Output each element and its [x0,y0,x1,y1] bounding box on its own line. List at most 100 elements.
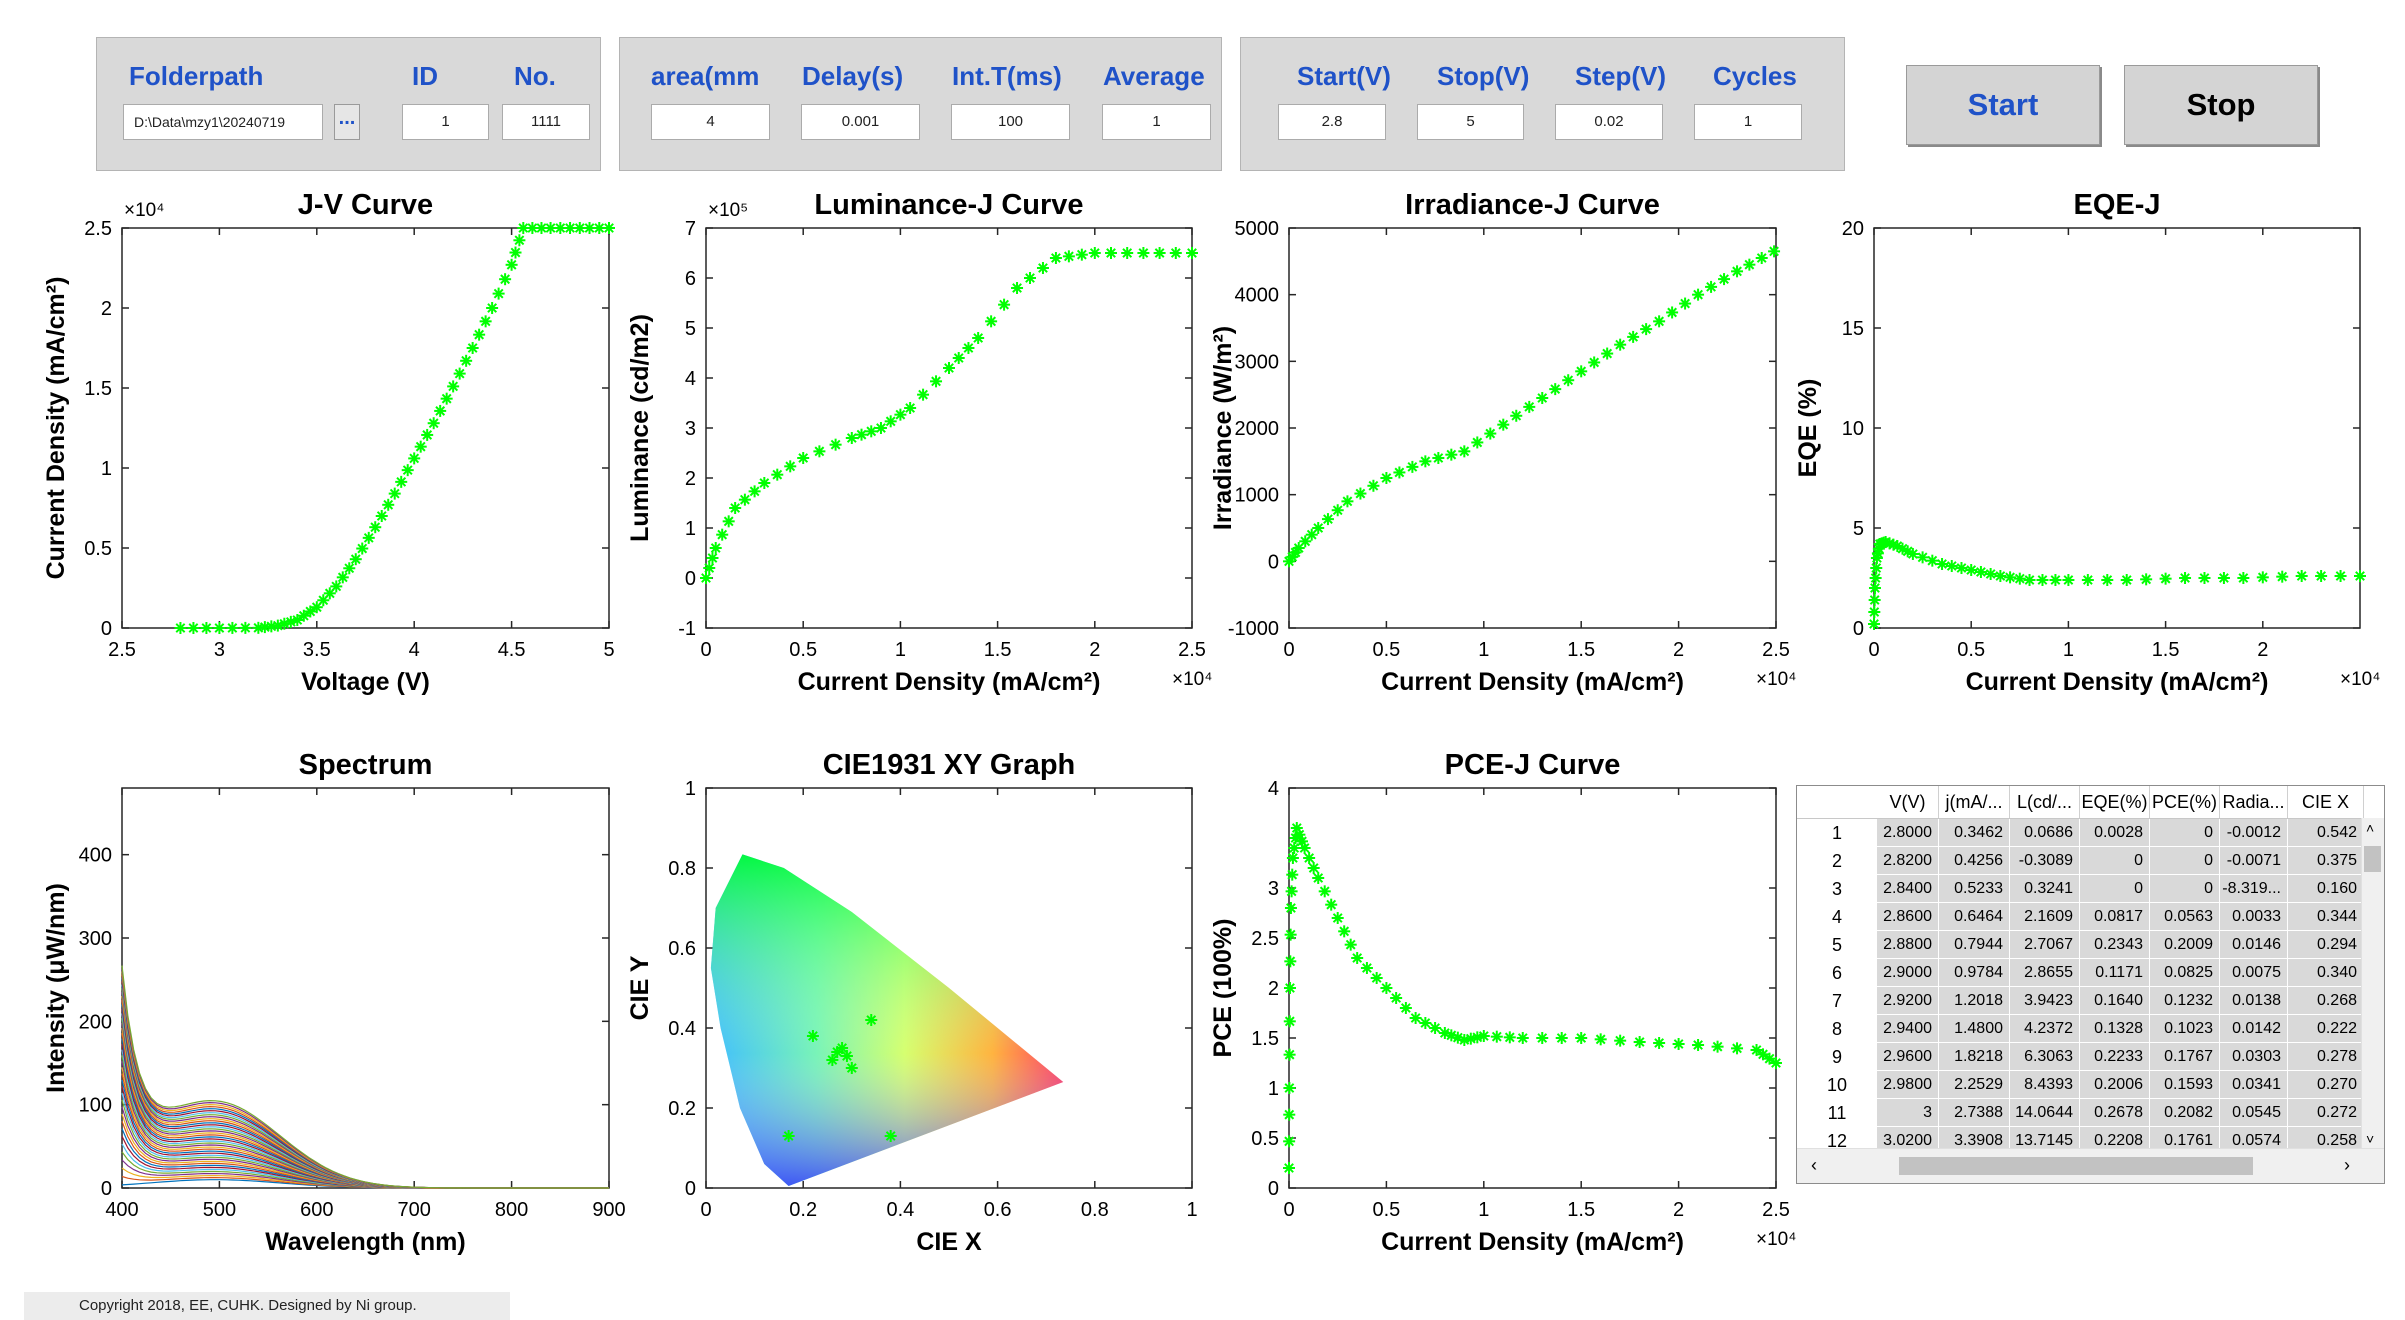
x-tick-label: 0.5 [1372,1199,1400,1221]
table-column-header[interactable]: L(cd/... [2010,786,2080,818]
table-cell: 0.2233 [2080,1043,2150,1071]
scroll-up-icon[interactable]: ˄ [2366,820,2375,836]
table-cell: 2.9000 [1877,959,1939,987]
int-time-field[interactable]: 100 [951,104,1070,140]
table-column-header[interactable]: j(mA/... [1939,786,2010,818]
results-table[interactable]: V(V) j(mA/... L(cd/... EQE(%) PCE(%) Radia...… [1796,785,2385,1184]
data-point [1711,1040,1724,1053]
scroll-left-icon[interactable]: ‹ [1811,1155,1817,1175]
table-row[interactable]: 7 2.9200 1.2018 3.9423 0.1640 0.1232 0.0138 0.2… [1797,987,2384,1015]
y-tick-label: 1 [685,778,696,800]
y-tick-label: 6 [685,268,696,290]
id-field[interactable]: 1 [402,104,489,140]
table-row[interactable]: 11 3 2.7388 14.0644 0.2678 0.2082 0.0545 0.272 [1797,1099,2384,1127]
table-column-header[interactable]: CIE X [2288,786,2364,818]
table-row[interactable]: 6 2.9000 0.9784 2.8655 0.1171 0.0825 0.0075 0.3… [1797,959,2384,987]
data-point [1169,247,1182,259]
data-point [2237,572,2250,584]
table-row[interactable]: 8 2.9400 1.4800 4.2372 0.1328 0.1023 0.0142 0.2… [1797,1015,2384,1043]
chart-7: PCE-J Curve 0 0.5 1 1.5 2 2.5 0 0.5 1 1.5 2 2.5 3 4 Cur… [1209,749,1796,1256]
delay-field[interactable]: 0.001 [801,104,920,140]
data-point [304,605,317,618]
average-field[interactable]: 1 [1102,104,1211,140]
scroll-thumb[interactable] [2364,846,2381,872]
hscroll-thumb[interactable] [1899,1157,2253,1175]
stop-voltage-field[interactable]: 5 [1417,104,1524,140]
data-point [1049,252,1062,264]
table-column-header[interactable]: V(V) [1877,786,1939,818]
table-cell: 0.0146 [2220,931,2288,959]
folderpath-field[interactable]: D:\Data\mzy1\20240719 [123,104,323,140]
table-column-header[interactable]: EQE(%) [2080,786,2150,818]
no-field[interactable]: 1111 [502,104,590,140]
data-point [1705,280,1718,293]
table-column-header[interactable]: PCE(%) [2150,786,2220,818]
data-point [473,328,486,341]
data-point [706,552,719,564]
x-tick-label: 2.5 [1762,639,1790,661]
table-cell: 0.2082 [2150,1099,2220,1127]
y-tick-label: -1000 [1228,618,1279,640]
table-cell: 2.9800 [1877,1071,1939,1099]
data-point [460,354,473,367]
x-tick-label: 2 [1089,639,1100,661]
x-tick-label: 0.6 [984,1199,1012,1221]
x-tick-label: 0 [1283,1199,1294,1221]
y-tick-label: 0 [685,1178,696,1200]
data-point [1868,594,1881,606]
y-tick-label: 0 [101,618,112,640]
x-tick-label: 1 [895,639,906,661]
y-tick-label: 3 [685,418,696,440]
data-point [356,542,369,555]
area-field[interactable]: 4 [651,104,770,140]
data-point [1289,546,1302,559]
y-tick-label: 5 [1853,518,1864,540]
row-number: 4 [1797,903,1877,931]
start-button[interactable]: Start [1906,65,2100,145]
stop-button[interactable]: Stop [2124,65,2318,145]
table-row[interactable]: 10 2.9800 2.2529 8.4393 0.2006 0.1593 0.0341 0.… [1797,1071,2384,1099]
table-horizontal-scrollbar[interactable]: ‹ › [1797,1148,2384,1183]
data-point [1445,448,1458,461]
x-tick-label: 2.5 [108,639,136,661]
table-row[interactable]: 5 2.8800 0.7944 2.7067 0.2343 0.2009 0.0146 0.2… [1797,931,2384,959]
data-point [1916,551,1929,564]
data-point [513,234,526,247]
x-exponent-label: ×10⁴ [1172,669,1212,690]
data-point [2081,574,2094,586]
step-voltage-field[interactable]: 0.02 [1555,104,1663,140]
table-row[interactable]: 4 2.8600 0.6464 2.1609 0.0817 0.0563 0.0033 0.3… [1797,903,2384,931]
y-axis-label: EQE (%) [1794,379,1822,478]
data-point [297,609,310,622]
table-row[interactable]: 2 2.8200 0.4256 -0.3089 0 0 -0.0071 0.375 [1797,847,2384,875]
table-row[interactable]: 3 2.8400 0.5233 0.3241 0 0 -8.319... 0.160 [1797,875,2384,903]
table-row[interactable]: 1 2.8000 0.3462 0.0686 0.0028 0 -0.0012 0.542 [1797,819,2384,847]
data-point [535,222,548,234]
data-point [1429,1022,1442,1034]
data-point [917,388,930,401]
table-vertical-scrollbar[interactable]: ˄ ˅ [2361,818,2384,1149]
data-point [1503,1031,1516,1044]
x-tick-label: 2 [1673,1199,1684,1221]
table-cell: 0.340 [2288,959,2364,987]
data-point [401,464,414,477]
table-row[interactable]: 9 2.9600 1.8218 6.3063 0.2233 0.1767 0.0303 0.2… [1797,1043,2384,1071]
start-voltage-field[interactable]: 2.8 [1278,104,1386,140]
data-point [200,622,213,634]
table-cell: 0.0545 [2220,1099,2288,1127]
data-point [1562,374,1575,387]
data-point [1288,842,1301,854]
table-cell: 0.0817 [2080,903,2150,931]
scroll-right-icon[interactable]: › [2344,1155,2350,1175]
table-cell: 2.8655 [2010,959,2080,987]
scroll-down-icon[interactable]: ˅ [2366,1131,2375,1147]
y-tick-label: 200 [79,1011,112,1033]
table-column-header[interactable]: Radia... [2220,786,2288,818]
browse-folder-button[interactable]: ... [334,104,360,140]
table-cell: 0.344 [2288,903,2364,931]
x-tick-label: 600 [300,1199,333,1221]
data-point [583,222,596,234]
cycles-field[interactable]: 1 [1694,104,1802,140]
data-point [174,622,187,634]
